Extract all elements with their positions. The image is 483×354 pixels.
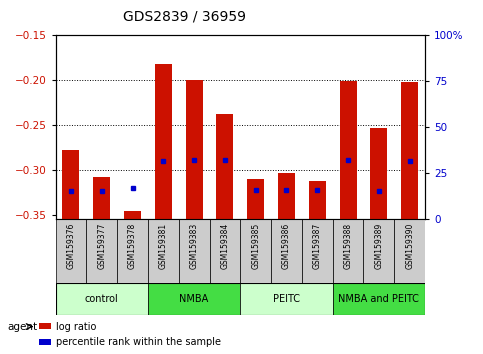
Bar: [155, 64, 172, 219]
Bar: [179, 219, 210, 283]
Bar: [333, 219, 364, 283]
Text: control: control: [85, 294, 119, 304]
Text: GSM159378: GSM159378: [128, 223, 137, 269]
Text: GSM159390: GSM159390: [405, 223, 414, 269]
Bar: [93, 177, 110, 219]
Bar: [394, 219, 425, 283]
Bar: [56, 219, 86, 283]
Bar: [309, 181, 326, 219]
Text: GSM159384: GSM159384: [220, 223, 229, 269]
Bar: [216, 114, 233, 219]
Text: GSM159388: GSM159388: [343, 223, 353, 269]
Bar: [278, 173, 295, 219]
Bar: [302, 219, 333, 283]
Bar: [333, 283, 425, 315]
Text: GSM159389: GSM159389: [374, 223, 384, 269]
Text: GSM159377: GSM159377: [97, 223, 106, 269]
Text: GSM159385: GSM159385: [251, 223, 260, 269]
Text: GSM159376: GSM159376: [67, 223, 75, 269]
Bar: [148, 219, 179, 283]
Text: GSM159387: GSM159387: [313, 223, 322, 269]
Bar: [340, 81, 356, 219]
Text: GSM159381: GSM159381: [159, 223, 168, 269]
Bar: [86, 219, 117, 283]
Bar: [240, 219, 271, 283]
Text: NMBA: NMBA: [180, 294, 209, 304]
Bar: [39, 323, 51, 329]
Text: GDS2839 / 36959: GDS2839 / 36959: [123, 9, 246, 23]
Bar: [117, 219, 148, 283]
Bar: [56, 283, 148, 315]
Bar: [370, 128, 387, 219]
Bar: [39, 339, 51, 345]
Bar: [124, 211, 141, 219]
Text: log ratio: log ratio: [56, 321, 96, 332]
Text: agent: agent: [7, 321, 37, 332]
Bar: [247, 179, 264, 219]
Bar: [210, 219, 240, 283]
Text: GSM159386: GSM159386: [282, 223, 291, 269]
Bar: [62, 150, 79, 219]
Bar: [401, 82, 418, 219]
Text: percentile rank within the sample: percentile rank within the sample: [56, 337, 221, 348]
Text: GSM159383: GSM159383: [190, 223, 199, 269]
Text: NMBA and PEITC: NMBA and PEITC: [339, 294, 419, 304]
Text: PEITC: PEITC: [273, 294, 300, 304]
Bar: [148, 283, 241, 315]
Bar: [185, 80, 202, 219]
Bar: [271, 219, 302, 283]
Bar: [240, 283, 333, 315]
Bar: [364, 219, 394, 283]
